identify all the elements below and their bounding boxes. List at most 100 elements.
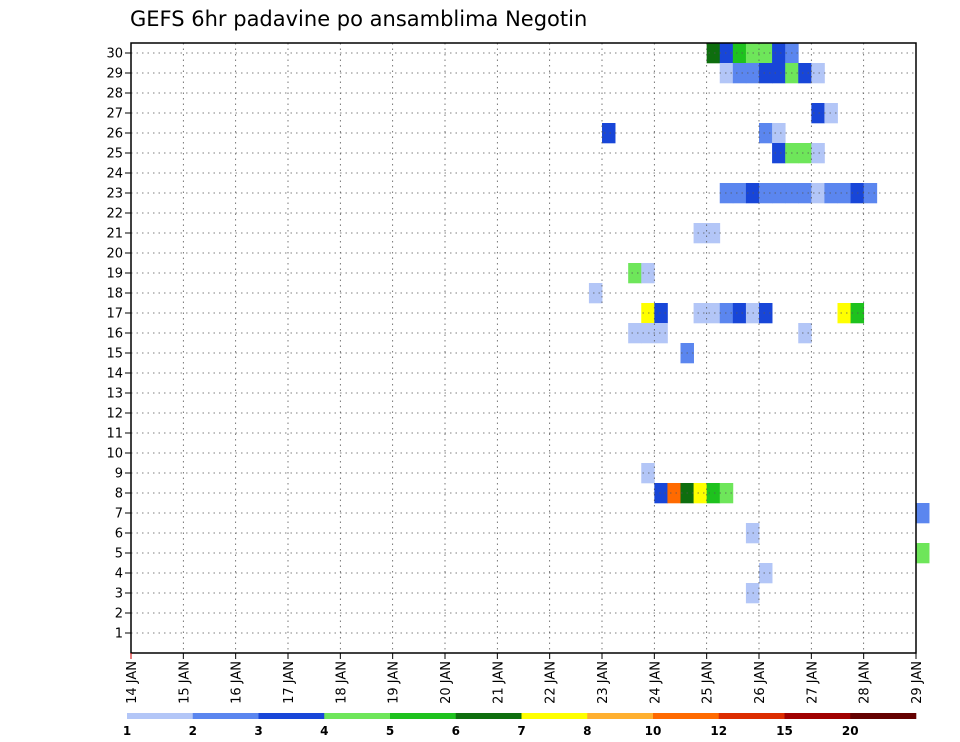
precip-cell xyxy=(798,143,812,164)
y-tick-label: 12 xyxy=(106,407,123,422)
precip-cell xyxy=(824,103,838,124)
precip-cell xyxy=(667,483,681,504)
y-tick-label: 4 xyxy=(115,567,123,582)
y-tick-label: 14 xyxy=(106,367,123,382)
y-tick-label: 21 xyxy=(106,227,123,242)
precip-cell xyxy=(706,303,721,324)
y-tick-label: 5 xyxy=(115,547,123,562)
y-tick-label: 30 xyxy=(106,47,123,62)
colorbar-label: 2 xyxy=(189,724,197,738)
precip-cell xyxy=(693,303,708,324)
precip-cell xyxy=(759,183,773,204)
precip-cell xyxy=(811,183,825,204)
y-tick-label: 23 xyxy=(106,187,123,202)
chart-title: GEFS 6hr padavine po ansamblima Negotin xyxy=(130,7,587,31)
precip-cell xyxy=(759,123,773,144)
x-tick-label: 20 JAN xyxy=(439,661,454,704)
precip-cell xyxy=(798,63,812,84)
colorbar-label: 20 xyxy=(842,724,859,738)
y-tick-label: 28 xyxy=(106,87,123,102)
precip-cell xyxy=(772,123,786,144)
x-tick-label: 17 JAN xyxy=(282,661,297,704)
precip-cell xyxy=(641,323,655,344)
colorbar-swatch xyxy=(718,713,785,719)
colorbar-label: 4 xyxy=(320,724,328,738)
x-tick-label: 15 JAN xyxy=(177,661,192,704)
x-tick-label: 21 JAN xyxy=(491,661,506,704)
precip-cell xyxy=(641,263,655,284)
y-tick-label: 13 xyxy=(106,387,123,402)
colorbar-label: 5 xyxy=(386,724,394,738)
y-tick-label: 19 xyxy=(106,267,123,282)
colorbar-swatch xyxy=(455,713,522,719)
precip-cell xyxy=(732,183,747,204)
precip-cell xyxy=(759,303,773,324)
x-tick-label: 29 JAN xyxy=(910,661,925,704)
precip-cell xyxy=(916,543,930,564)
precip-cell xyxy=(824,183,838,204)
y-tick-label: 10 xyxy=(106,447,123,462)
precip-cell xyxy=(759,63,773,84)
y-tick-label: 26 xyxy=(106,127,123,142)
colorbar-swatch xyxy=(784,713,851,719)
colorbar-swatch xyxy=(521,713,588,719)
precip-cell xyxy=(732,43,747,64)
y-tick-label: 24 xyxy=(106,167,123,182)
x-tick-label: 19 JAN xyxy=(387,661,402,704)
y-tick-label: 8 xyxy=(115,487,123,502)
precip-cell xyxy=(732,63,747,84)
colorbar-swatch xyxy=(850,713,917,719)
y-tick-label: 7 xyxy=(115,507,123,522)
precip-cell xyxy=(759,43,773,64)
colorbar-swatch xyxy=(324,713,391,719)
y-tick-label: 22 xyxy=(106,207,123,222)
y-tick-label: 15 xyxy=(106,347,123,362)
precip-cell xyxy=(602,123,616,144)
precip-cell xyxy=(916,503,930,524)
precip-cell xyxy=(654,303,668,324)
precip-cell xyxy=(628,263,642,284)
plot-frame xyxy=(130,42,917,654)
y-tick-label: 27 xyxy=(106,107,123,122)
precip-cell xyxy=(811,103,825,124)
y-tick-label: 29 xyxy=(106,67,123,82)
precip-cell xyxy=(693,483,708,504)
precip-cell xyxy=(628,323,642,344)
y-tick-label: 18 xyxy=(106,287,123,302)
colorbar-swatch xyxy=(587,713,654,719)
precip-cell xyxy=(772,143,786,164)
precip-cell xyxy=(772,63,786,84)
colorbar-label: 15 xyxy=(776,724,793,738)
colorbar-label: 6 xyxy=(452,724,460,738)
x-tick-label: 28 JAN xyxy=(858,661,873,704)
y-tick-label: 17 xyxy=(106,307,123,322)
precip-cell xyxy=(693,223,708,244)
precip-cell xyxy=(706,483,721,504)
x-tick-label: 23 JAN xyxy=(596,661,611,704)
colorbar-label: 10 xyxy=(645,724,662,738)
precip-cell xyxy=(759,563,773,584)
y-tick-label: 20 xyxy=(106,247,123,262)
colorbar-swatch xyxy=(258,713,325,719)
x-tick-label: 22 JAN xyxy=(544,661,559,704)
colorbar-label: 1 xyxy=(123,724,131,738)
colorbar-label: 7 xyxy=(517,724,525,738)
precip-cell xyxy=(654,483,668,504)
precip-cell xyxy=(863,183,878,204)
x-tick-label: 24 JAN xyxy=(648,661,663,704)
y-tick-label: 3 xyxy=(115,587,123,602)
precip-cell xyxy=(706,43,721,64)
precip-cell xyxy=(837,183,851,204)
y-tick-label: 9 xyxy=(115,467,123,482)
y-tick-label: 1 xyxy=(115,627,123,642)
colorbar-label: 12 xyxy=(710,724,727,738)
precip-cell xyxy=(641,463,655,484)
y-tick-label: 2 xyxy=(115,607,123,622)
x-tick-label: 14 JAN xyxy=(125,661,140,704)
y-tick-label: 6 xyxy=(115,527,123,542)
precip-cell xyxy=(811,63,825,84)
precip-cell xyxy=(641,303,655,324)
y-tick-label: 25 xyxy=(106,147,123,162)
x-tick-label: 18 JAN xyxy=(334,661,349,704)
